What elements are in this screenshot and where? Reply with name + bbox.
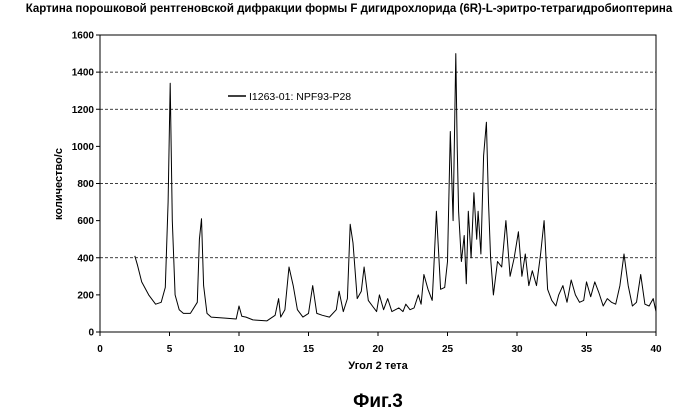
x-tick-label: 10 bbox=[233, 344, 245, 355]
y-tick-label: 1200 bbox=[72, 105, 95, 116]
y-axis-label: количество/с bbox=[53, 148, 65, 220]
x-axis-label: Угол 2 тета bbox=[348, 360, 408, 372]
legend: I1263-01: NPF93-P28 bbox=[228, 91, 351, 103]
y-tick-label: 200 bbox=[77, 290, 94, 301]
x-tick-labels: 0 5 10 15 20 25 30 35 40 bbox=[97, 344, 662, 355]
series-line-xrd-pattern bbox=[135, 54, 656, 321]
y-tick-label: 1400 bbox=[72, 68, 95, 79]
x-tick-label: 30 bbox=[511, 344, 523, 355]
y-tick-label: 800 bbox=[77, 179, 94, 190]
x-tick-label: 0 bbox=[97, 344, 103, 355]
x-tick-label: 20 bbox=[372, 344, 384, 355]
y-tick-label: 400 bbox=[77, 253, 94, 264]
y-tick-label: 1000 bbox=[72, 142, 95, 153]
tick-marks bbox=[96, 35, 656, 336]
x-tick-label: 5 bbox=[167, 344, 173, 355]
x-tick-label: 35 bbox=[581, 344, 593, 355]
y-tick-label: 600 bbox=[77, 216, 94, 227]
figure-caption: Фиг.3 bbox=[353, 391, 403, 412]
x-tick-label: 15 bbox=[303, 344, 315, 355]
y-tick-label: 0 bbox=[88, 328, 94, 339]
chart-title: Картина порошковой рентгеновской дифракц… bbox=[26, 3, 673, 15]
legend-label: I1263-01: NPF93-P28 bbox=[249, 91, 351, 103]
y-tick-labels: 0 200 400 600 800 1000 1200 1400 1600 bbox=[72, 31, 95, 339]
y-tick-label: 1600 bbox=[72, 31, 95, 42]
x-tick-label: 40 bbox=[650, 344, 662, 355]
gridlines bbox=[100, 72, 656, 258]
x-tick-label: 25 bbox=[442, 344, 454, 355]
